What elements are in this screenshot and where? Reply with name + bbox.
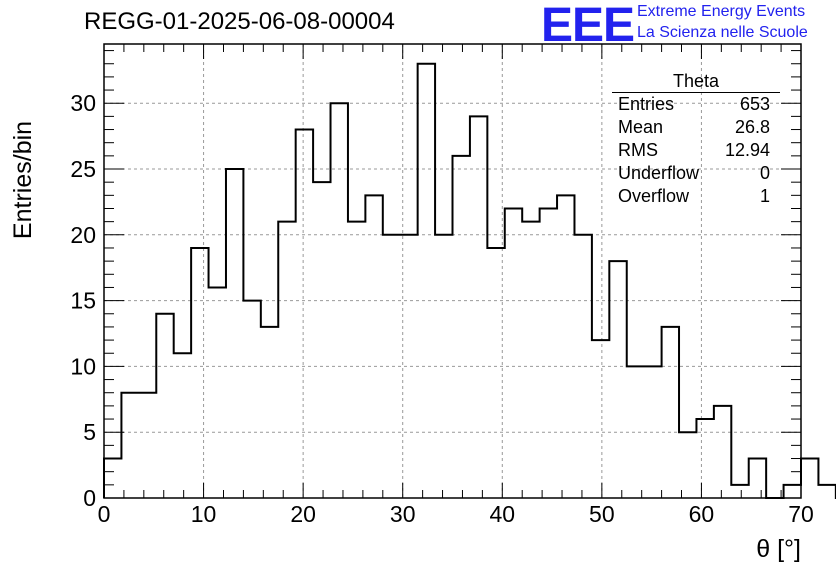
stats-value: 12.94 [724, 140, 770, 160]
y-tick-label: 20 [70, 222, 96, 248]
stats-value: 26.8 [734, 117, 770, 137]
stats-title: Theta [612, 70, 780, 93]
plot-frame [103, 43, 802, 499]
stats-row-mean: Mean 26.8 [610, 116, 780, 139]
x-axis-label: θ [°] [756, 535, 801, 563]
stats-label: RMS [618, 140, 658, 160]
eee-logo: EEE [541, 0, 635, 52]
stats-row-underflow: Underflow 0 [610, 162, 780, 185]
axis-ticks [103, 44, 802, 499]
x-tick-label: 60 [689, 501, 715, 527]
stats-row-overflow: Overflow 1 [610, 185, 780, 208]
x-tick-label: 50 [589, 501, 615, 527]
y-tick-label: 10 [70, 353, 96, 379]
stats-box: Theta Entries 653 Mean 26.8 RMS 12.94 Un… [610, 70, 780, 208]
run-title: REGG-01-2025-06-08-00004 [84, 8, 395, 35]
x-tick-label: 0 [98, 501, 111, 527]
y-tick-label: 5 [83, 419, 96, 445]
y-tick-labels: 0 5 10 15 20 25 30 [70, 90, 96, 511]
y-axis-label: Entries/bin [9, 121, 37, 239]
y-tick-label: 30 [70, 90, 96, 116]
stats-row-rms: RMS 12.94 [610, 139, 780, 162]
stats-label: Underflow [618, 163, 700, 183]
logo-line-1: Extreme Energy Events [637, 3, 806, 20]
stats-label: Entries [618, 94, 675, 114]
y-tick-label: 0 [83, 485, 96, 511]
stats-label: Mean [618, 117, 664, 137]
x-tick-label: 70 [788, 501, 814, 527]
stats-row-entries: Entries 653 [610, 93, 780, 116]
stats-label: Overflow [618, 186, 690, 206]
stats-value: 1 [759, 186, 770, 206]
y-tick-label: 15 [70, 288, 96, 314]
stats-value: 0 [759, 163, 770, 183]
y-tick-label: 25 [70, 156, 96, 182]
stats-value: 653 [739, 94, 770, 114]
x-tick-labels: 0 10 20 30 40 50 60 70 [98, 501, 814, 527]
x-tick-label: 30 [390, 501, 416, 527]
x-tick-label: 20 [290, 501, 316, 527]
x-tick-label: 10 [191, 501, 217, 527]
logo-line-2: La Scienza nelle Scuole [637, 24, 808, 41]
x-tick-label: 40 [489, 501, 515, 527]
